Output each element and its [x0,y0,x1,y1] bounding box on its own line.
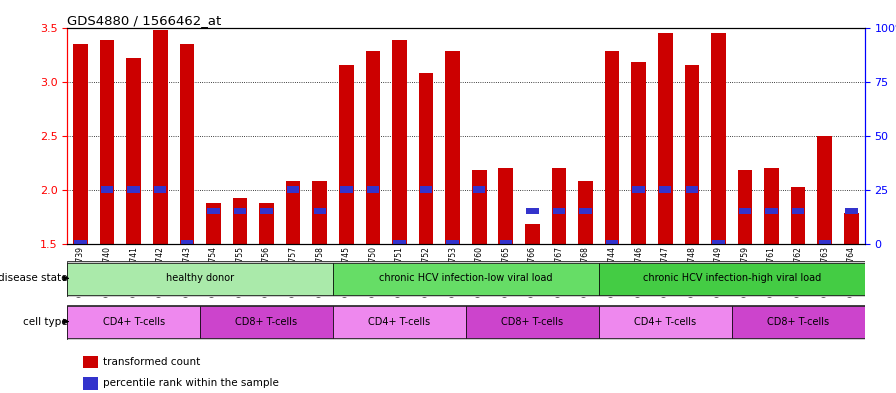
Bar [233,198,247,244]
Bar [711,33,726,244]
Text: CD4+ T-cells: CD4+ T-cells [102,316,165,327]
Bar [792,208,805,215]
Bar [685,186,698,193]
Bar [234,208,246,215]
Bar [659,186,671,193]
Text: chronic HCV infection-high viral load: chronic HCV infection-high viral load [642,273,821,283]
Bar [101,186,113,193]
Bar [739,208,751,215]
Bar [393,241,406,247]
Bar [127,186,140,193]
Bar [599,307,732,338]
Bar [606,241,618,247]
Text: cell type: cell type [22,316,67,327]
Bar [261,208,272,215]
Bar [126,58,141,244]
Bar [313,181,327,244]
Bar [179,44,194,244]
Bar [633,186,645,193]
Bar [473,186,486,193]
Bar [83,356,98,368]
Bar [817,136,832,244]
Bar [74,241,87,247]
Bar [340,186,352,193]
Bar [366,51,380,244]
Bar [791,187,806,244]
Bar [732,307,865,338]
Bar [333,263,599,295]
Bar [845,208,857,215]
Bar [498,168,513,244]
Bar [153,29,168,244]
Bar [658,33,673,244]
Text: CD8+ T-cells: CD8+ T-cells [501,316,564,327]
Bar [553,208,565,215]
Bar [445,51,460,244]
Bar [207,208,220,215]
Bar [632,62,646,244]
Bar [333,307,466,338]
Bar [765,208,778,215]
Bar [67,307,200,338]
Bar [819,241,831,247]
Bar [552,168,566,244]
Bar [200,307,333,338]
Bar [339,65,354,244]
Bar [500,241,512,247]
Bar [83,377,98,389]
Bar [685,65,699,244]
Bar [418,73,434,244]
Text: CD8+ T-cells: CD8+ T-cells [767,316,830,327]
Bar [466,307,599,338]
Bar [446,241,459,247]
Bar [99,40,115,244]
Bar [578,181,593,244]
Bar [844,213,858,244]
Bar [472,170,487,244]
Bar [287,186,299,193]
Bar [366,186,379,193]
Text: CD4+ T-cells: CD4+ T-cells [634,316,696,327]
Text: CD4+ T-cells: CD4+ T-cells [368,316,431,327]
Bar [605,51,619,244]
Bar [181,241,193,247]
Text: GDS4880 / 1566462_at: GDS4880 / 1566462_at [67,15,221,28]
Bar [67,263,333,295]
Bar [286,181,300,244]
Bar [599,263,865,295]
Bar [420,186,432,193]
Bar [526,208,538,215]
Text: healthy donor: healthy donor [166,273,234,283]
Bar [580,208,591,215]
Bar [259,202,274,244]
Bar [525,224,539,244]
Text: disease state: disease state [0,273,67,283]
Bar [712,241,725,247]
Bar [314,208,326,215]
Bar [392,40,407,244]
Bar [206,202,220,244]
Text: percentile rank within the sample: percentile rank within the sample [103,378,279,389]
Text: transformed count: transformed count [103,357,201,367]
Bar [764,168,779,244]
Bar [154,186,167,193]
Bar [73,44,88,244]
Text: chronic HCV infection-low viral load: chronic HCV infection-low viral load [379,273,553,283]
Bar [737,170,753,244]
Text: CD8+ T-cells: CD8+ T-cells [236,316,297,327]
